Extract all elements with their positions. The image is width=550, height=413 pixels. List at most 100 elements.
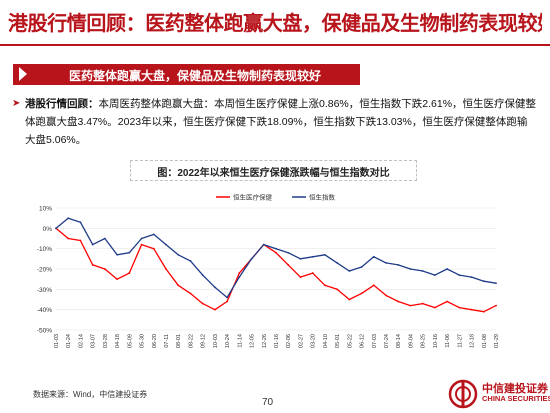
data-point [238, 272, 241, 274]
data-point [397, 300, 400, 303]
x-axis: 2022-01-03 2022-01-24 2022-02-14 2022-03-07… [54, 334, 500, 348]
data-point [226, 296, 229, 299]
data-point [287, 251, 290, 254]
x-tick-label: 2022-07-11 [164, 334, 170, 348]
x-tick-label: 2024-01-08 [482, 334, 488, 348]
data-point [226, 300, 229, 303]
data-point [67, 237, 70, 240]
data-point [67, 217, 70, 220]
section-banner: 医药整体跑赢大盘，保健品及生物制药表现较好 [13, 64, 360, 85]
data-point [189, 259, 192, 262]
data-point [421, 302, 424, 305]
x-tick-label: 2022-02-14 [78, 334, 84, 348]
y-tick-label: -20% [37, 267, 52, 274]
data-point [311, 255, 314, 258]
data-point [116, 253, 119, 256]
data-point [79, 221, 82, 224]
x-tick-label: 2023-08-14 [396, 334, 402, 348]
data-point [91, 264, 94, 266]
data-point [287, 264, 290, 266]
x-tick-label: 2022-08-22 [188, 334, 194, 348]
data-point [348, 298, 351, 301]
data-point [152, 247, 155, 250]
data-point [323, 284, 326, 287]
data-point [482, 310, 485, 313]
data-point [348, 270, 351, 272]
data-point [79, 239, 82, 242]
data-point [458, 306, 461, 309]
logo-seal-icon [448, 379, 478, 409]
x-tick-label: 2022-10-03 [213, 334, 219, 348]
data-point [299, 276, 302, 279]
slide-title: 港股行情回顾：医药整体跑赢大盘，保健品及生物制药表现较好 [8, 13, 542, 35]
x-tick-label: 2023-04-10 [323, 334, 329, 348]
chart-grid [56, 207, 496, 331]
x-tick-label: 2022-09-12 [201, 334, 207, 348]
x-tick-label: 2022-01-03 [54, 334, 60, 348]
x-tick-label: 2023-05-22 [347, 334, 353, 348]
data-point [177, 284, 180, 287]
x-tick-label: 2023-09-04 [408, 334, 414, 348]
data-point [433, 306, 436, 309]
data-point [55, 227, 57, 230]
x-tick-label: 2023-11-06 [445, 334, 451, 348]
data-point [385, 294, 387, 297]
chart-series [55, 217, 497, 313]
company-logo: 中信建投证券 CHINA SECURITIES [448, 377, 550, 411]
data-point [372, 255, 375, 258]
summary-bullet: ➤ 港股行情回顾：本周医药整体跑赢大盘：本周恒生医疗保健上涨0.86%，恒生指数… [12, 95, 537, 149]
x-tick-label: 2023-07-03 [372, 334, 378, 348]
data-point [213, 286, 216, 289]
data-point [360, 266, 363, 268]
x-tick-label: 2023-05-01 [335, 334, 341, 348]
legend-label: 恒生指数 [309, 193, 336, 202]
chart-title: 图：2022年以来恒生医疗保健涨跌幅与恒生指数对比 [157, 168, 390, 179]
series-line [55, 217, 497, 299]
chart-caption-box: 图：2022年以来恒生医疗保健涨跌幅与恒生指数对比 [130, 160, 417, 181]
x-tick-label: 2022-01-24 [66, 334, 72, 348]
data-point [495, 282, 497, 285]
y-tick-label: 0% [43, 226, 53, 233]
x-tick-label: 2023-09-25 [421, 334, 427, 348]
line-chart: 恒生医疗保健 恒生指数 10% 0% -10% -20% -30% -40% -50% 202… [37, 193, 500, 349]
y-tick-label: -10% [37, 246, 52, 253]
source-note: 数据来源：Wind，中信建投证券 [33, 390, 148, 399]
y-tick-label: -50% [37, 328, 52, 335]
x-tick-label: 2022-11-14 [237, 334, 243, 348]
banner-arrow-icon [19, 67, 27, 81]
x-tick-label: 2023-02-06 [286, 334, 292, 348]
x-tick-label: 2023-06-12 [360, 334, 366, 348]
series-line [55, 227, 497, 313]
x-tick-label: 2022-05-30 [140, 334, 146, 348]
y-tick-label: -30% [37, 287, 52, 294]
x-tick-label: 2022-08-01 [176, 334, 182, 348]
data-point [385, 262, 387, 264]
page-number: 70 [262, 397, 274, 408]
data-point [201, 302, 204, 305]
data-point [213, 308, 216, 311]
bullet-lead: 港股行情回顾： [25, 98, 99, 110]
chart-legend: 恒生医疗保健 恒生指数 [216, 193, 336, 202]
data-point [409, 304, 412, 307]
data-point [311, 272, 314, 274]
data-point [458, 274, 461, 276]
data-point [360, 292, 363, 295]
x-tick-label: 2023-10-16 [433, 334, 439, 348]
data-point [140, 243, 143, 246]
data-point [421, 270, 424, 272]
bullet-arrow-icon: ➤ [12, 98, 21, 109]
data-point [250, 257, 253, 260]
y-tick-label: 10% [39, 206, 52, 213]
data-point [470, 276, 473, 279]
data-point [116, 278, 119, 281]
data-point [189, 292, 192, 295]
data-point [128, 272, 131, 274]
x-tick-label: 2023-07-24 [384, 334, 390, 348]
logo-text-cn: 中信建投证券 [482, 383, 548, 395]
y-tick-label: -40% [37, 307, 52, 314]
data-point [470, 308, 473, 311]
data-point [482, 280, 485, 283]
bullet-body: 本周医药整体跑赢大盘：本周恒生医疗保健上涨0.86%，恒生指数下跌2.61%，恒… [25, 98, 537, 146]
x-tick-label: 2023-01-16 [274, 334, 280, 348]
data-point [262, 243, 265, 246]
